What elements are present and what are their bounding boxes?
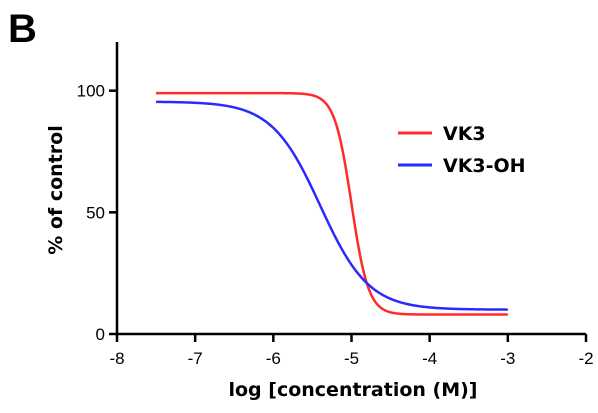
legend-label-vk3-oh: VK3-OH bbox=[443, 155, 526, 177]
legend-label-vk3: VK3 bbox=[443, 123, 486, 145]
y-tick-label: 50 bbox=[86, 203, 105, 222]
y-tick-label: 100 bbox=[77, 82, 105, 101]
curves-group bbox=[156, 91, 508, 316]
legend: VK3 VK3-OH bbox=[398, 123, 526, 177]
x-tick-label: -2 bbox=[578, 349, 593, 368]
y-axis-title: % of control bbox=[45, 125, 67, 254]
y-tick-label: 0 bbox=[96, 325, 105, 344]
x-axis-title: log [concentration (M)] bbox=[228, 379, 477, 401]
series-line-vk3-oh bbox=[156, 100, 508, 311]
x-ticks-group: -8 -7 -6 -5 -4 -3 -2 bbox=[109, 334, 594, 368]
panel-label: B bbox=[8, 7, 37, 51]
series-line-vk3 bbox=[156, 91, 508, 316]
x-tick-label: -5 bbox=[344, 349, 359, 368]
x-tick-label: -4 bbox=[422, 349, 437, 368]
x-tick-label: -8 bbox=[109, 349, 124, 368]
x-tick-label: -7 bbox=[188, 349, 203, 368]
x-tick-label: -6 bbox=[266, 349, 281, 368]
x-tick-label: -3 bbox=[500, 349, 515, 368]
y-ticks-group: 0 50 100 bbox=[77, 82, 117, 344]
